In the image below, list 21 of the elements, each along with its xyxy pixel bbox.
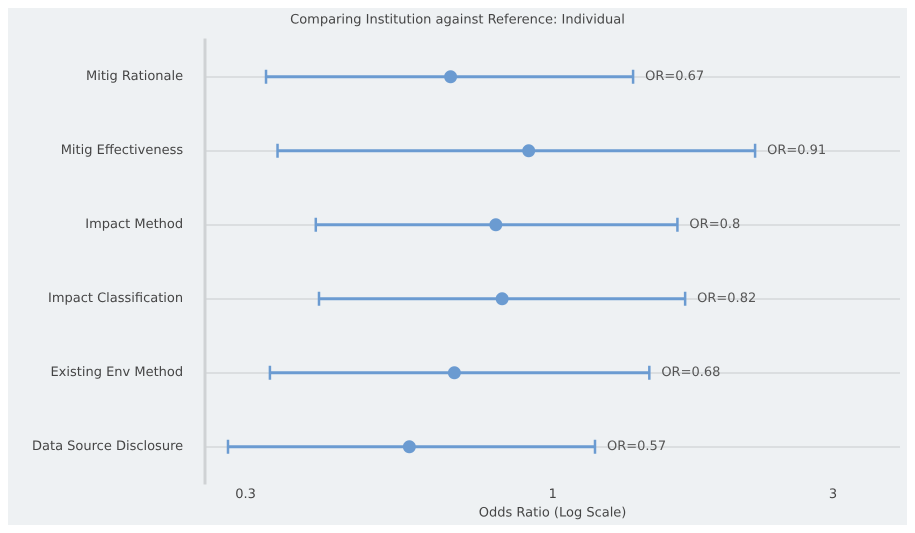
y-tick-label: Mitig Effectiveness (60, 143, 184, 158)
x-tick-label: 1 (548, 486, 557, 502)
y-tick-label: Mitig Rationale (86, 69, 184, 84)
annotation: OR=0.82 (697, 291, 756, 306)
x-tick-label: 3 (828, 486, 838, 502)
annotation: OR=0.68 (661, 365, 720, 380)
x-tick-label: 0.3 (235, 486, 256, 502)
annotation: OR=0.8 (689, 217, 740, 232)
y-tick-label: Impact Method (85, 217, 184, 232)
point (448, 366, 461, 380)
y-tick-label: Existing Env Method (50, 365, 184, 380)
point (444, 70, 458, 84)
point (496, 292, 509, 306)
annotation: OR=0.57 (607, 439, 666, 454)
annotation: OR=0.91 (767, 143, 826, 158)
point (489, 218, 502, 232)
annotation: OR=0.67 (645, 69, 704, 84)
y-tick-label: Data Source Disclosure (32, 439, 184, 454)
chart-title: Comparing Institution against Reference: Individual (290, 12, 625, 28)
y-tick-label: Impact Classification (48, 291, 184, 306)
x-axis-title: Odds Ratio (Log Scale) (478, 506, 626, 521)
